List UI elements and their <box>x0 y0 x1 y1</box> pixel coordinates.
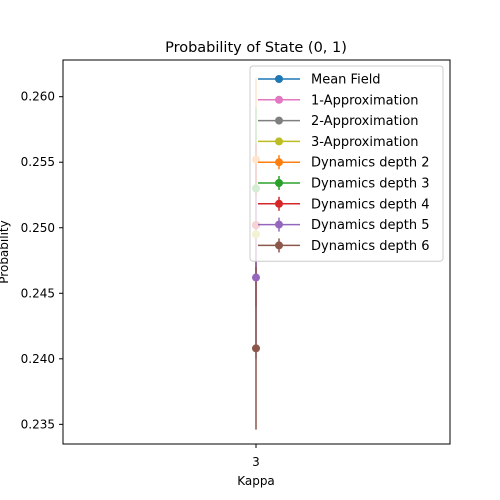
legend-marker <box>275 75 283 83</box>
legend-label: 3-Approximation <box>311 135 419 150</box>
y-axis: 0.235 0.240 0.245 0.250 0.255 0.260 <box>21 90 63 432</box>
chart-title: Probability of State (0, 1) <box>165 40 347 56</box>
legend-marker <box>275 241 283 249</box>
x-tick-label: 3 <box>252 455 260 469</box>
y-tick-label: 0.250 <box>21 221 55 235</box>
legend-label: Dynamics depth 4 <box>311 197 429 212</box>
legend-label: Dynamics depth 2 <box>311 156 429 171</box>
legend-marker <box>275 200 283 208</box>
y-tick-label: 0.240 <box>21 352 55 366</box>
data-point <box>252 274 260 282</box>
legend-label: 2-Approximation <box>311 114 419 129</box>
legend-marker <box>275 221 283 229</box>
y-tick-label: 0.260 <box>21 90 55 104</box>
legend-marker <box>275 179 283 187</box>
legend-label: Dynamics depth 5 <box>311 218 429 233</box>
legend-marker <box>275 137 283 145</box>
x-axis: 3 <box>252 444 260 469</box>
legend-label: Dynamics depth 3 <box>311 177 429 192</box>
y-tick-label: 0.255 <box>21 155 55 169</box>
legend-label: 1-Approximation <box>311 93 419 108</box>
x-axis-label: Kappa <box>237 474 275 488</box>
y-tick-label: 0.245 <box>21 286 55 300</box>
legend-label: Dynamics depth 6 <box>311 239 429 254</box>
legend-marker <box>275 158 283 166</box>
y-tick-label: 0.235 <box>21 417 55 431</box>
legend-marker <box>275 117 283 125</box>
legend-label: Mean Field <box>311 73 381 88</box>
y-axis-label: Probability <box>0 220 11 283</box>
legend-marker <box>275 96 283 104</box>
data-point <box>252 344 260 352</box>
legend: Mean Field 1-Approximation 2-Approximation… <box>250 66 443 261</box>
